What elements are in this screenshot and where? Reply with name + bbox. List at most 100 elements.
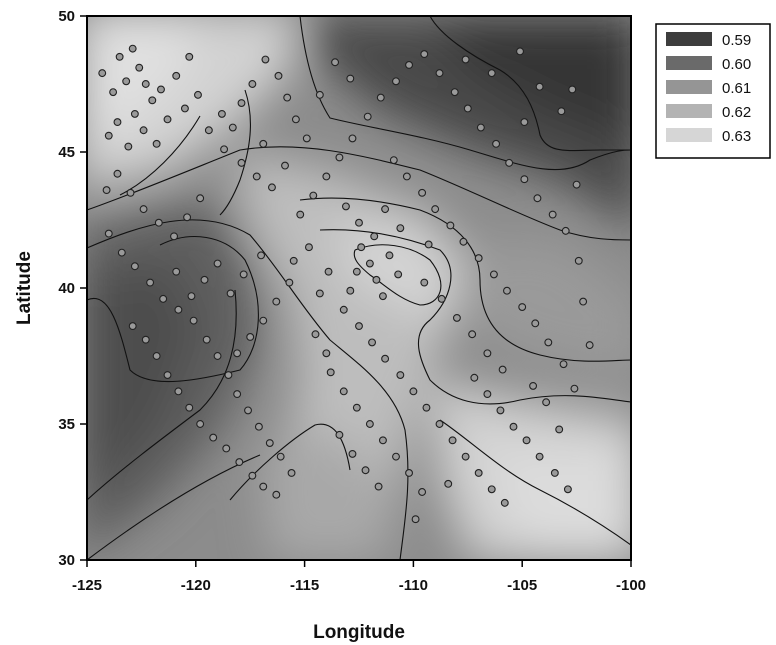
station-point (533, 194, 542, 203)
y-axis: 30 35 40 45 50 (58, 8, 87, 569)
station-point (574, 256, 583, 265)
station-point (287, 469, 296, 477)
station-point (272, 297, 281, 306)
station-point (224, 371, 233, 379)
station-point (396, 371, 405, 379)
station-point (135, 63, 144, 72)
station-point (559, 360, 568, 369)
station-point (322, 172, 331, 181)
station-point (372, 275, 381, 284)
station-point (348, 449, 357, 458)
station-point (444, 479, 453, 488)
station-point (196, 420, 205, 428)
station-point (117, 248, 126, 257)
station-point (139, 126, 148, 135)
station-point (244, 406, 252, 415)
station-point (254, 422, 263, 431)
station-point (579, 297, 588, 306)
station-point (483, 349, 492, 358)
station-point (468, 330, 477, 339)
station-point (213, 352, 222, 360)
station-point (152, 352, 161, 360)
station-point (239, 270, 248, 279)
station-point (152, 139, 161, 148)
station-point (196, 194, 205, 203)
station-point (159, 294, 168, 303)
station-point (289, 256, 298, 265)
plot-area (87, 16, 631, 560)
station-point (252, 172, 261, 181)
station-point (365, 420, 374, 428)
station-point (376, 93, 385, 102)
station-point (452, 313, 461, 322)
station-point (487, 69, 496, 78)
station-point (283, 93, 292, 102)
station-point (204, 126, 213, 135)
station-point (124, 142, 133, 151)
station-point (109, 88, 118, 97)
station-point (233, 349, 242, 358)
station-point (446, 221, 455, 230)
station-point (418, 488, 427, 496)
station-point (461, 452, 470, 461)
station-point (409, 387, 418, 396)
station-point (130, 109, 139, 118)
station-point (305, 243, 313, 252)
station-point (542, 398, 551, 407)
station-point (411, 515, 420, 524)
station-point (237, 158, 246, 167)
station-point (405, 469, 413, 477)
y-tick-label: 50 (58, 8, 75, 25)
station-point (259, 482, 268, 491)
station-point (272, 490, 281, 499)
station-point (505, 158, 514, 167)
station-point (550, 469, 559, 477)
station-point (492, 139, 501, 148)
station-point (335, 430, 344, 439)
station-point (572, 180, 581, 189)
station-point (474, 254, 483, 263)
station-point (418, 188, 427, 197)
station-point (518, 303, 527, 311)
station-point (104, 229, 113, 238)
station-point (341, 202, 350, 211)
station-point (322, 349, 331, 358)
station-point (217, 109, 226, 118)
x-tick-label: -115 (290, 577, 319, 594)
station-point (355, 322, 363, 331)
station-point (213, 259, 222, 268)
station-point (570, 384, 579, 393)
station-point (405, 61, 413, 69)
legend-swatch (666, 32, 712, 46)
station-point (115, 52, 124, 61)
station-point (352, 267, 361, 276)
x-tick-label: -120 (181, 577, 211, 594)
station-point (126, 188, 135, 197)
station-point (392, 452, 400, 461)
station-point (226, 289, 235, 298)
station-point (529, 381, 538, 390)
station-point (180, 104, 189, 113)
station-point (503, 286, 511, 295)
station-point (174, 387, 183, 396)
y-tick-label: 45 (58, 144, 75, 161)
station-point (311, 330, 320, 339)
station-point (202, 335, 211, 344)
station-point (535, 82, 544, 91)
station-point (324, 267, 333, 276)
y-tick-label: 35 (58, 416, 75, 433)
y-tick-label: 40 (58, 280, 75, 297)
station-point (259, 316, 268, 325)
station-point (561, 226, 570, 235)
station-point (498, 365, 507, 374)
station-point (102, 186, 111, 195)
station-point (370, 232, 379, 241)
station-point (520, 175, 529, 184)
x-axis-title: Longitude (313, 622, 405, 643)
station-point (185, 403, 194, 412)
station-point (309, 191, 318, 200)
station-point (315, 90, 324, 99)
value-field (87, 16, 631, 560)
station-point (141, 335, 150, 344)
